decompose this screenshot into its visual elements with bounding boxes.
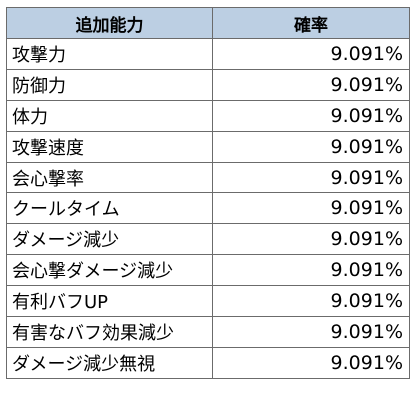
rate-cell: 9.091%: [212, 38, 410, 70]
header-rate: 確率: [212, 7, 410, 39]
ability-probability-table: 追加能力 確率 攻撃力 9.091% 防御力 9.091% 体力 9.091% 攻撃速度 9.…: [6, 7, 410, 379]
table-row: ダメージ減少 9.091%: [6, 223, 410, 256]
rate-cell: 9.091%: [212, 130, 410, 163]
table-row: 会心撃ダメージ減少 9.091%: [6, 254, 410, 287]
table-row: 体力 9.091%: [6, 99, 410, 132]
ability-cell: 会心撃ダメージ減少: [6, 254, 213, 287]
ability-cell: ダメージ減少: [6, 223, 213, 256]
ability-cell: 攻撃速度: [6, 130, 213, 163]
ability-cell: 会心撃率: [6, 161, 213, 194]
ability-cell: 体力: [6, 99, 213, 132]
header-ability: 追加能力: [6, 7, 213, 39]
ability-cell: 攻撃力: [6, 38, 213, 70]
rate-cell: 9.091%: [212, 192, 410, 225]
ability-cell: 有害なバフ効果減少: [6, 316, 213, 348]
ability-cell: 防御力: [6, 68, 213, 101]
table-row: 攻撃速度 9.091%: [6, 130, 410, 163]
rate-cell: 9.091%: [212, 254, 410, 287]
header-row: 追加能力 確率: [6, 7, 410, 39]
table-row: クールタイム 9.091%: [6, 192, 410, 225]
rate-cell: 9.091%: [212, 99, 410, 132]
table-row: 会心撃率 9.091%: [6, 161, 410, 194]
table-body: 攻撃力 9.091% 防御力 9.091% 体力 9.091% 攻撃速度 9.091% 会心撃率…: [6, 38, 410, 379]
ability-cell: 有利バフUP: [6, 285, 213, 318]
table-row: 攻撃力 9.091%: [6, 38, 410, 70]
table-row: ダメージ減少無視 9.091%: [6, 346, 410, 379]
rate-cell: 9.091%: [212, 161, 410, 194]
ability-cell: クールタイム: [6, 192, 213, 225]
ability-cell: ダメージ減少無視: [6, 346, 213, 379]
rate-cell: 9.091%: [212, 68, 410, 101]
table-row: 有利バフUP 9.091%: [6, 285, 410, 318]
table-header: 追加能力 確率: [6, 7, 410, 39]
rate-cell: 9.091%: [212, 285, 410, 318]
rate-cell: 9.091%: [212, 223, 410, 256]
table-row: 有害なバフ効果減少 9.091%: [6, 316, 410, 348]
table-row: 防御力 9.091%: [6, 68, 410, 101]
rate-cell: 9.091%: [212, 316, 410, 348]
rate-cell: 9.091%: [212, 346, 410, 379]
